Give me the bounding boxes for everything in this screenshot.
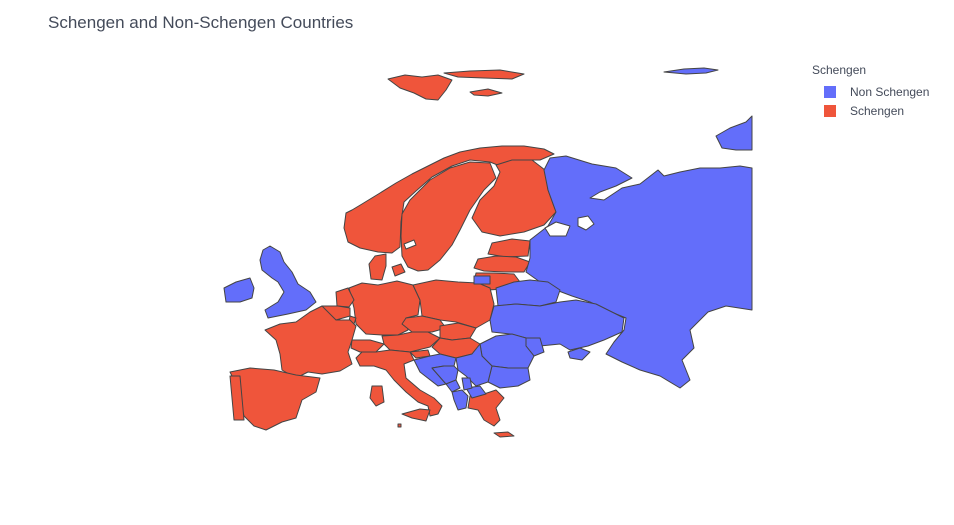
country-czechia[interactable] (401, 315, 447, 333)
country-iceland[interactable] (443, 69, 525, 80)
country-denmark[interactable] (368, 253, 387, 281)
chart-title: Schengen and Non-Schengen Countries (48, 13, 354, 32)
legend-item-schengen[interactable]: Schengen (812, 101, 929, 120)
country-ukraine[interactable] (567, 347, 591, 361)
country-portugal[interactable] (229, 375, 245, 421)
country-latvia[interactable] (473, 255, 531, 273)
country-italy[interactable] (355, 349, 443, 417)
country-sweden[interactable] (400, 161, 497, 272)
country-austria[interactable] (381, 331, 441, 353)
lake-shape (577, 215, 595, 231)
country-denmark[interactable] (391, 263, 406, 277)
country-estonia[interactable] (487, 238, 531, 258)
country-greece[interactable] (493, 431, 515, 438)
country-bulgaria[interactable] (487, 365, 531, 389)
country-kosovo[interactable] (461, 377, 473, 391)
country-russia[interactable] (525, 155, 753, 389)
country-italy[interactable] (401, 408, 431, 422)
legend-item-non-schengen[interactable]: Non Schengen (812, 82, 929, 101)
country-albania[interactable] (451, 389, 469, 411)
country-switzerland[interactable] (350, 339, 385, 353)
country-malta[interactable] (397, 423, 402, 428)
country-montenegro[interactable] (445, 379, 461, 393)
country-greece[interactable] (467, 389, 505, 427)
legend: Schengen Non Schengen Schengen (812, 63, 929, 120)
legend-label-schengen: Schengen (850, 103, 905, 118)
legend-label-non-schengen: Non Schengen (850, 84, 930, 99)
legend-swatch-non-schengen (824, 85, 836, 98)
legend-title: Schengen (812, 63, 867, 77)
country-netherlands[interactable] (335, 287, 355, 308)
country-italy[interactable] (369, 385, 385, 407)
country-france[interactable] (264, 305, 357, 379)
country-iceland[interactable] (469, 88, 503, 97)
country-serbia[interactable] (455, 343, 493, 387)
country-spain[interactable] (229, 367, 321, 431)
country-united-kingdom[interactable] (259, 245, 317, 319)
country-north-macedonia[interactable] (465, 385, 487, 399)
country-ireland[interactable] (223, 277, 255, 303)
legend-swatch-schengen (824, 104, 836, 117)
country-iceland[interactable] (387, 74, 453, 101)
country-russia[interactable] (663, 67, 719, 75)
lake-shape (544, 221, 571, 237)
country-russia[interactable] (473, 275, 491, 285)
lake-shape (403, 239, 417, 250)
country-finland[interactable] (471, 159, 557, 237)
country-russia[interactable] (715, 115, 753, 151)
